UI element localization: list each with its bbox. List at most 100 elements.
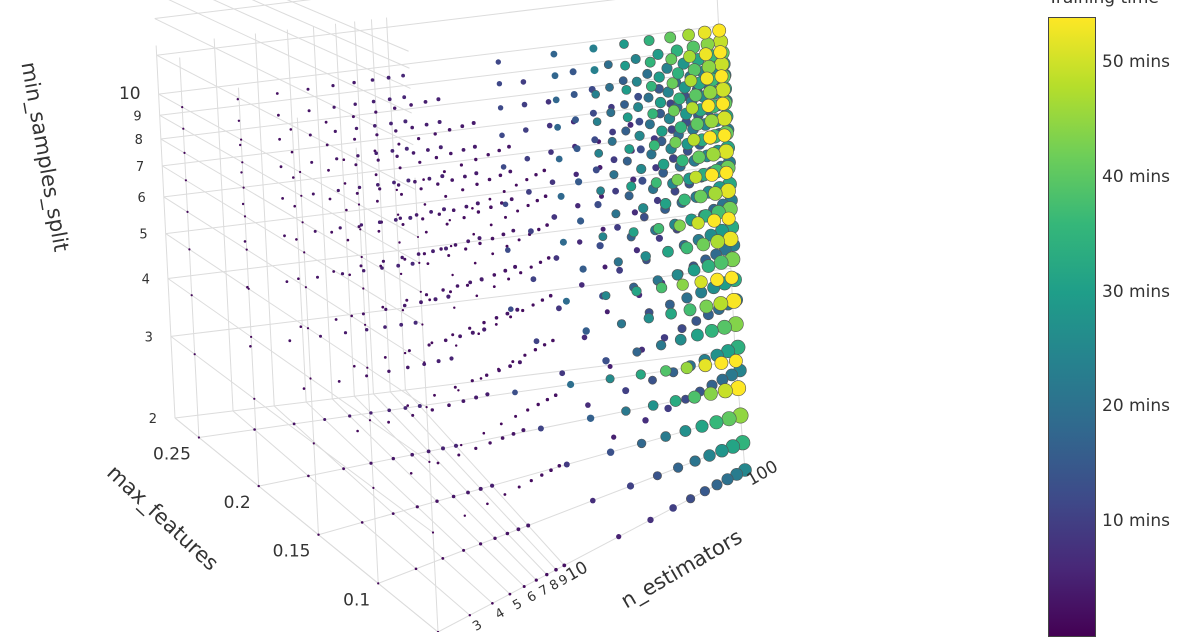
data-point [474, 395, 479, 400]
data-point [378, 187, 382, 191]
data-point [551, 72, 559, 80]
data-point [606, 108, 616, 118]
data-point [424, 230, 428, 234]
data-point [492, 285, 496, 288]
data-point [449, 244, 453, 248]
data-point [411, 151, 416, 155]
data-point [479, 542, 483, 546]
data-point [497, 368, 501, 373]
data-point [455, 284, 460, 288]
data-point [590, 497, 596, 504]
data-point [334, 318, 338, 321]
data-point [447, 254, 451, 257]
data-point [669, 136, 682, 149]
data-point [188, 248, 191, 251]
data-point [436, 97, 441, 102]
data-point [630, 53, 641, 64]
data-point [376, 199, 379, 203]
data-point [401, 309, 405, 312]
grid-line-floor [353, 395, 537, 581]
data-point [517, 360, 522, 365]
data-point [601, 291, 611, 301]
data-point [636, 145, 645, 154]
data-point [351, 115, 355, 119]
data-point [514, 414, 518, 418]
data-point [715, 82, 731, 98]
data-point [448, 219, 451, 222]
grid-line-side-wall [355, 147, 379, 584]
data-point [721, 473, 734, 486]
data-point [470, 330, 475, 335]
data-point [478, 486, 483, 491]
data-point [647, 400, 659, 411]
data-point [488, 197, 492, 201]
data-point [436, 461, 440, 465]
data-point [359, 223, 364, 227]
data-point [357, 185, 362, 190]
data-point [698, 47, 713, 62]
data-point [713, 255, 729, 270]
data-point [461, 399, 466, 403]
data-point [516, 209, 520, 213]
data-point [630, 176, 637, 183]
scatter-3d-plot[interactable]: 23456789100.050.10.150.20.25234567891010… [0, 0, 1000, 632]
grid-line-back-wall [165, 165, 726, 235]
data-point [669, 504, 677, 512]
data-point [410, 125, 415, 130]
data-point [310, 160, 314, 164]
data-point [557, 192, 565, 200]
data-point [468, 326, 472, 330]
data-point [634, 92, 643, 101]
data-point [557, 464, 562, 468]
data-point [550, 50, 558, 58]
data-point [387, 97, 392, 102]
data-point [444, 194, 448, 198]
data-point [362, 287, 365, 290]
data-point [489, 205, 493, 209]
data-point [239, 143, 242, 147]
data-point [427, 176, 432, 181]
data-point [343, 331, 348, 335]
axis-title-max-features: max_features [102, 460, 224, 576]
data-point [537, 227, 541, 232]
data-point [390, 149, 395, 153]
data-point [336, 188, 340, 193]
data-point [554, 123, 561, 131]
data-point [579, 282, 585, 288]
data-point [673, 92, 686, 105]
data-point [242, 186, 245, 189]
data-point [243, 240, 247, 243]
data-point [360, 521, 364, 524]
data-point [523, 127, 529, 133]
data-point [652, 471, 662, 481]
data-point [422, 362, 427, 366]
data-point [348, 414, 352, 418]
data-point [439, 247, 443, 251]
data-point [479, 277, 484, 282]
data-point [468, 280, 473, 285]
data-point [416, 252, 421, 256]
data-point [511, 228, 516, 233]
data-point [436, 359, 441, 364]
data-point [633, 102, 644, 113]
data-point [356, 154, 360, 158]
data-point [468, 614, 471, 617]
data-point [356, 429, 359, 433]
data-point [669, 395, 682, 407]
data-point [423, 100, 428, 104]
grid-line-floor [389, 391, 557, 571]
data-point [628, 227, 639, 238]
data-point [445, 222, 449, 226]
data-point [279, 165, 283, 169]
data-point [624, 191, 634, 201]
data-point [586, 414, 595, 422]
grid-line-back-wall [213, 38, 234, 411]
data-point [184, 179, 187, 182]
data-point [621, 406, 631, 416]
data-point [592, 166, 600, 174]
data-point [335, 157, 339, 161]
data-point [332, 270, 336, 273]
data-point [316, 275, 319, 279]
data-point [660, 365, 672, 377]
data-point [425, 406, 428, 409]
